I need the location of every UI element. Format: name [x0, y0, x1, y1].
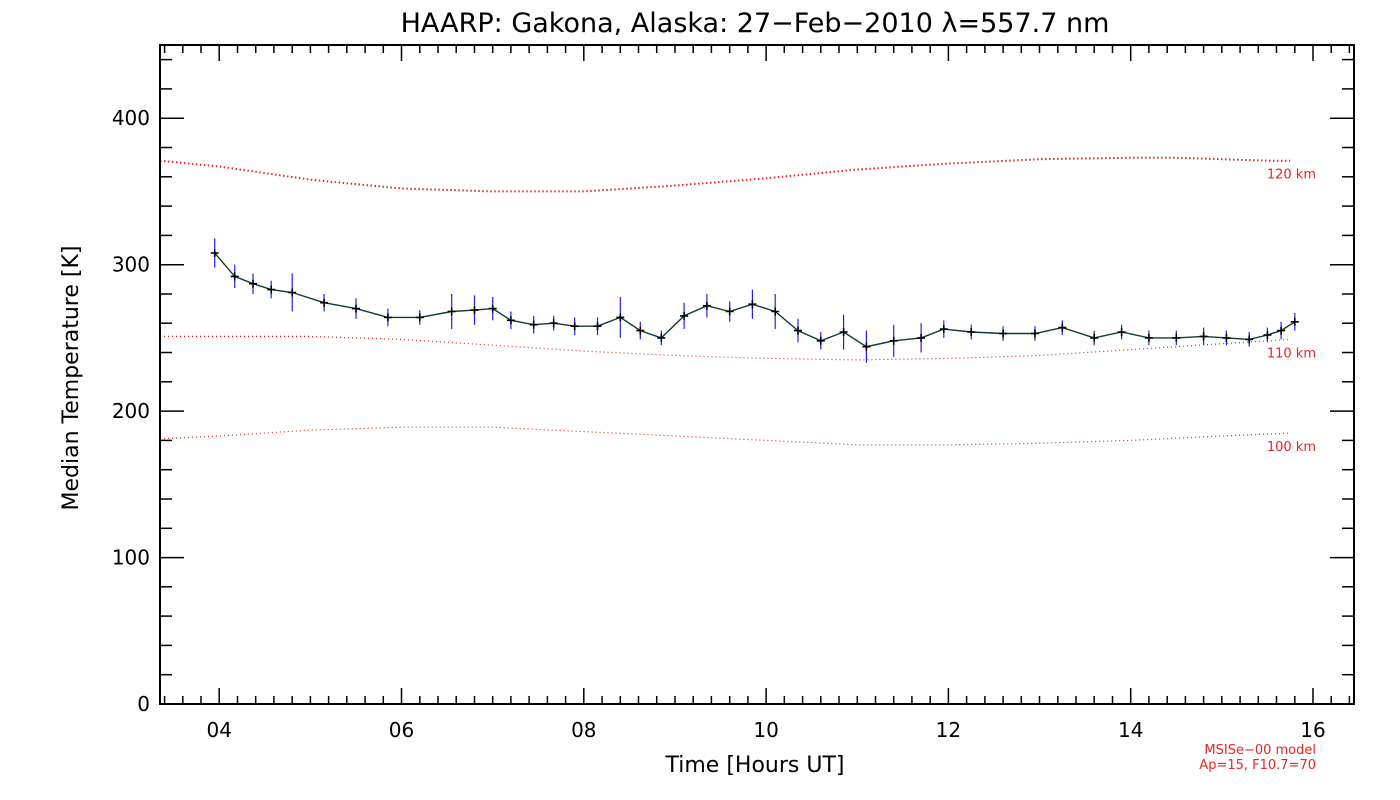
data-point	[1277, 326, 1286, 335]
x-tick-label: 16	[1300, 718, 1325, 742]
data-point	[616, 313, 625, 322]
plot-area: 120 km 110 km 100 km	[159, 156, 1316, 455]
data-point	[352, 304, 360, 313]
data-point	[1090, 333, 1099, 342]
data-point	[636, 326, 645, 335]
data-point	[1117, 328, 1126, 336]
data-point	[415, 313, 424, 322]
data-point	[1144, 333, 1153, 342]
y-tick-label: 200	[112, 399, 150, 423]
model-note-line-1: MSISe−00 model	[1204, 743, 1316, 758]
data-point	[657, 333, 666, 342]
axis-ticks: 04 06 08 10 12 14 16 0 100 200 300 400	[112, 45, 1354, 742]
data-point	[862, 342, 871, 351]
data-point	[593, 322, 602, 331]
data-point	[725, 307, 734, 316]
y-tick-label: 100	[112, 546, 150, 570]
data-point	[999, 329, 1008, 338]
x-tick-label: 12	[936, 718, 961, 742]
data-point	[967, 328, 976, 336]
data-point	[771, 307, 780, 316]
model-curve-100-km	[159, 426, 1291, 446]
data-point	[748, 300, 757, 309]
data-point	[1263, 331, 1272, 339]
data-point	[506, 316, 515, 325]
measurement-line	[214, 252, 1296, 348]
data-point	[488, 304, 497, 313]
data-point	[1199, 332, 1208, 341]
y-tick-label: 400	[112, 106, 150, 130]
y-tick-label: 0	[137, 692, 150, 716]
data-point	[1245, 335, 1254, 344]
data-point	[288, 288, 297, 297]
data-point	[702, 301, 711, 310]
data-point	[320, 298, 329, 307]
model-label-110-km: 110 km	[1267, 346, 1316, 361]
x-tick-label: 04	[206, 718, 231, 742]
data-point	[470, 306, 479, 315]
data-point	[570, 322, 579, 331]
x-tick-label: 06	[389, 718, 414, 742]
data-point	[447, 307, 456, 316]
data-point	[1058, 323, 1067, 332]
data-point	[816, 336, 825, 345]
data-point	[794, 326, 802, 335]
data-point	[1031, 329, 1039, 338]
data-point	[839, 328, 848, 336]
model-curve-110-km	[160, 335, 1291, 361]
x-tick-label: 08	[571, 718, 596, 742]
x-tick-label: 14	[1118, 718, 1143, 742]
model-curve-120-km	[159, 156, 1291, 193]
x-axis-label: Time [Hours UT]	[665, 753, 845, 778]
model-note-line-2: Ap=15, F10.7=70	[1199, 758, 1316, 773]
model-label-100-km: 100 km	[1267, 440, 1316, 455]
x-tick-label: 10	[753, 718, 778, 742]
model-label-120-km: 120 km	[1267, 168, 1316, 183]
data-point	[917, 333, 926, 342]
data-point	[230, 272, 239, 281]
data-point	[210, 249, 219, 257]
data-point	[1172, 333, 1181, 342]
plot-frame	[159, 44, 1355, 705]
data-point	[383, 313, 392, 322]
data-point	[889, 336, 898, 345]
y-tick-label: 300	[112, 253, 150, 277]
data-point	[549, 319, 558, 328]
data-point	[529, 320, 538, 329]
data-point	[249, 279, 257, 288]
chart-title: HAARP: Gakona, Alaska: 27−Feb−2010 λ=557…	[401, 8, 1110, 39]
data-point	[1222, 333, 1231, 342]
data-point	[939, 325, 948, 334]
data-point	[267, 285, 276, 294]
data-point	[680, 311, 689, 320]
data-point	[1290, 317, 1299, 326]
y-axis-label: Median Temperature [K]	[59, 246, 84, 511]
